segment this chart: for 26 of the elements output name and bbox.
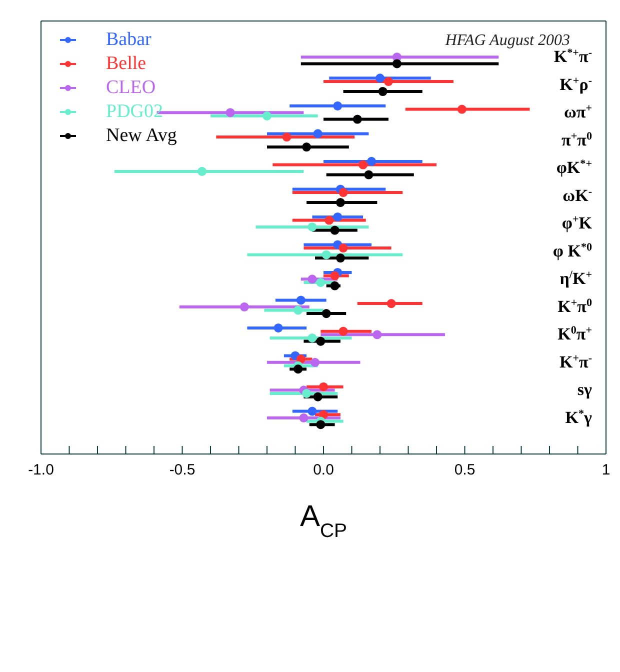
legend-label: New Avg	[106, 125, 177, 147]
y-tick-label: φ$^{+}$K	[562, 214, 593, 233]
y-tick-label: K$^{*+}$π$^{-}$	[554, 47, 592, 66]
x-tick-label: 0.0	[313, 462, 334, 479]
x-tick-label: 0.5	[454, 462, 476, 479]
x-tick-label: -0.5	[169, 462, 196, 479]
y-tick-label: sγ	[577, 380, 592, 400]
x-tick-label: 1	[602, 462, 610, 479]
y-tick-label: φ K$^{*0}$	[552, 241, 592, 260]
annotation: HFAG August 2003	[445, 32, 570, 49]
y-tick-label: K$^{+}$π$^{-}$	[559, 352, 592, 372]
y-tick-label: K$^{+}$ρ$^{-}$	[560, 74, 592, 94]
y-tick-label: K$^{*}$γ	[565, 408, 592, 427]
y-tick-label: K$^{+}$π$^{0}$	[558, 296, 592, 316]
y-tick-label: π$^{+}$π$^{0}$	[562, 130, 592, 150]
legend-label: Belle	[106, 53, 146, 75]
y-tick-label: K$^{0}$π$^{+}$	[558, 324, 592, 344]
x-axis-title: A$_{CP}$	[300, 500, 348, 542]
y-tick-label: ωK$^{-}$	[562, 186, 592, 205]
y-tick-label: η$^{/}$K$^{+}$	[560, 269, 592, 288]
y-tick-label: φK$^{*+}$	[556, 158, 592, 178]
legend-label: CLEO	[106, 77, 156, 99]
y-tick-label: ωπ$^{+}$	[564, 102, 592, 122]
legend-label: PDG02	[106, 101, 164, 123]
x-tick-label: -1.0	[28, 462, 54, 479]
legend-label: Babar	[106, 29, 152, 51]
